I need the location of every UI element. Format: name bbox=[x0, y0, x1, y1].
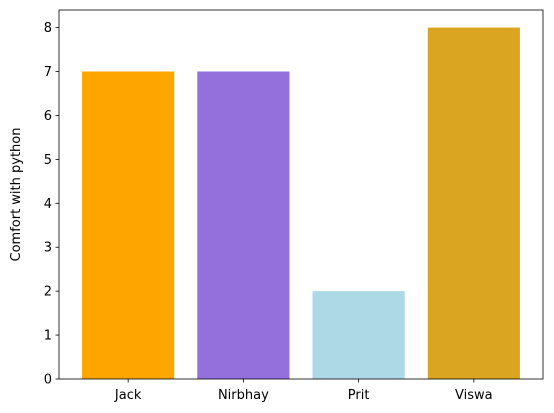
y-tick-label: 4 bbox=[44, 197, 52, 212]
x-tick-label-viswa: Viswa bbox=[455, 388, 493, 403]
y-tick-label: 1 bbox=[44, 329, 52, 344]
x-tick-label-prit: Prit bbox=[348, 388, 370, 403]
y-tick-label: 8 bbox=[44, 21, 52, 36]
plot-frame bbox=[58, 9, 544, 380]
bar-prit bbox=[312, 291, 405, 379]
x-axis-ticks: Jack Nirbhay Prit Viswa bbox=[114, 379, 493, 403]
y-tick-label: 2 bbox=[44, 285, 52, 300]
y-tick-label: 5 bbox=[44, 153, 52, 168]
y-tick-label: 3 bbox=[44, 241, 52, 256]
y-axis-ticks: 0 1 2 3 4 5 6 7 8 bbox=[44, 21, 59, 388]
bars-layer bbox=[82, 27, 520, 379]
y-axis-label: Comfort with python bbox=[9, 128, 24, 262]
x-tick-label-nirbhay: Nirbhay bbox=[218, 388, 269, 403]
bar-viswa bbox=[427, 27, 520, 379]
bar-jack bbox=[82, 71, 175, 379]
y-tick-label: 6 bbox=[44, 109, 52, 124]
bar-nirbhay bbox=[197, 71, 290, 379]
x-tick-label-jack: Jack bbox=[114, 388, 142, 403]
y-tick-label: 7 bbox=[44, 65, 52, 80]
y-tick-label: 0 bbox=[44, 373, 52, 388]
